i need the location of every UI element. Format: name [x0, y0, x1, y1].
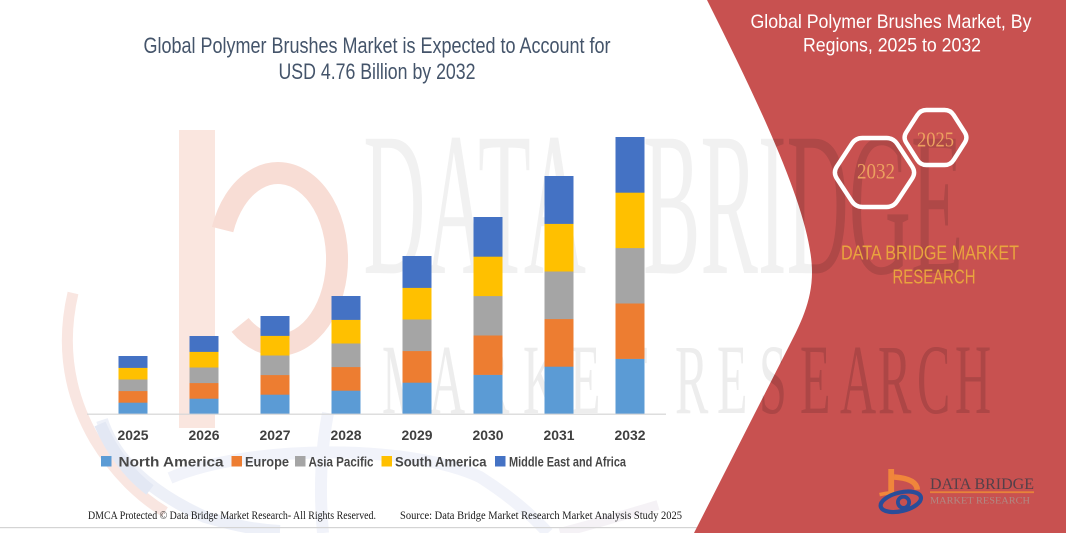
svg-text:Source: Data Bridge Market Res: Source: Data Bridge Market Research Mark…	[400, 510, 682, 522]
svg-text:USD 4.76 Billion by 2032: USD 4.76 Billion by 2032	[279, 59, 476, 84]
svg-text:2028: 2028	[331, 428, 362, 443]
svg-text:DATA BRIDGE: DATA BRIDGE	[930, 476, 1034, 493]
svg-text:North America: North America	[119, 454, 224, 470]
svg-text:MARKET RESEARCH: MARKET RESEARCH	[930, 496, 1031, 506]
svg-text:2027: 2027	[260, 428, 291, 443]
svg-text:Asia Pacific: Asia Pacific	[309, 454, 374, 470]
svg-text:DATA BRIDGE MARKET: DATA BRIDGE MARKET	[841, 243, 1019, 265]
svg-text:Regions, 2025 to 2032: Regions, 2025 to 2032	[803, 35, 981, 57]
svg-text:Global Polymer Brushes Market,: Global Polymer Brushes Market, By	[751, 11, 1032, 33]
svg-text:DMCA Protected © Data Bridge M: DMCA Protected © Data Bridge Market Rese…	[88, 510, 376, 522]
svg-text:South America: South America	[395, 454, 487, 470]
svg-text:2025: 2025	[118, 428, 149, 443]
svg-text:Europe: Europe	[245, 454, 289, 470]
svg-text:Middle East and Africa: Middle East and Africa	[509, 454, 626, 470]
svg-text:2029: 2029	[402, 428, 433, 443]
svg-text:Global Polymer Brushes Market: Global Polymer Brushes Market is Expecte…	[144, 33, 611, 58]
svg-text:2030: 2030	[473, 428, 504, 443]
svg-text:RESEARCH: RESEARCH	[893, 267, 976, 289]
svg-text:2025: 2025	[917, 128, 954, 152]
svg-text:2031: 2031	[544, 428, 575, 443]
svg-text:2026: 2026	[189, 428, 220, 443]
svg-text:2032: 2032	[615, 428, 646, 443]
svg-text:2032: 2032	[857, 159, 895, 184]
